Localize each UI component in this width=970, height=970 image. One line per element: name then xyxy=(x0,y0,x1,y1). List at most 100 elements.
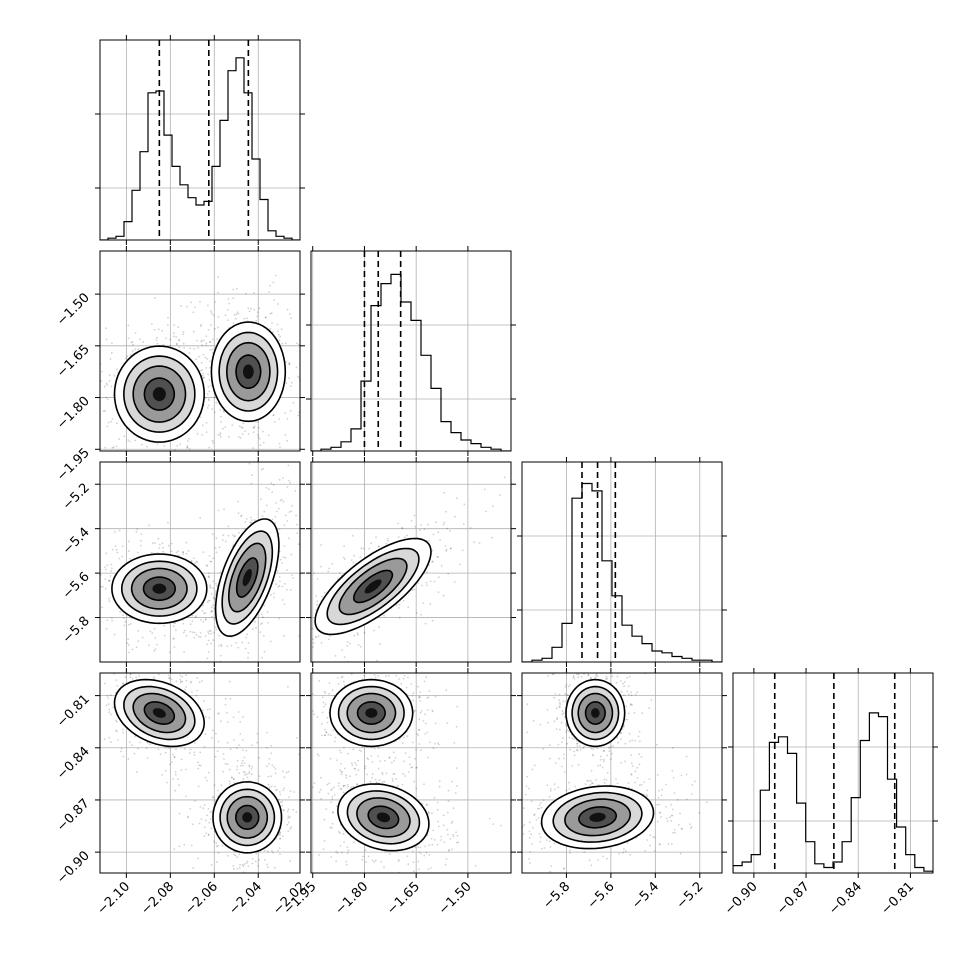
scatter-point xyxy=(532,719,535,722)
scatter-point xyxy=(336,852,339,854)
scatter-point xyxy=(346,784,349,786)
scatter-point xyxy=(190,844,193,847)
scatter-point xyxy=(343,656,346,658)
contour-line xyxy=(326,547,420,626)
scatter-point xyxy=(244,521,247,523)
scatter-point xyxy=(230,644,233,647)
scatter-point xyxy=(96,669,98,671)
scatter-point xyxy=(108,736,111,739)
scatter-point xyxy=(211,533,214,535)
joint-panel-1-3 xyxy=(290,657,516,878)
scatter-point xyxy=(308,621,310,623)
scatter-point xyxy=(320,797,322,800)
scatter-point xyxy=(304,363,306,365)
scatter-point xyxy=(446,527,449,530)
scatter-point xyxy=(413,514,416,517)
scatter-point xyxy=(565,683,568,686)
scatter-point xyxy=(228,435,230,438)
scatter-point xyxy=(227,534,230,537)
scatter-point xyxy=(323,734,326,737)
scatter-point xyxy=(216,881,218,883)
scatter-point xyxy=(287,808,290,811)
scatter-point xyxy=(215,628,218,631)
scatter-point xyxy=(377,747,380,749)
scatter-point xyxy=(265,504,268,507)
scatter-point xyxy=(131,744,133,746)
scatter-point xyxy=(211,615,213,618)
scatter-point xyxy=(120,750,122,753)
scatter-point xyxy=(372,657,374,659)
scatter-point xyxy=(417,685,419,688)
scatter-point xyxy=(526,731,528,734)
scatter-point xyxy=(121,682,124,685)
scatter-point xyxy=(94,716,96,718)
scatter-point xyxy=(398,859,400,861)
scatter-point xyxy=(266,863,268,866)
scatter-point xyxy=(92,591,94,593)
scatter-point xyxy=(131,340,134,343)
scatter-point xyxy=(332,729,334,731)
scatter-point xyxy=(122,728,124,731)
scatter-point xyxy=(562,712,565,715)
scatter-point xyxy=(316,753,319,756)
scatter-point xyxy=(610,758,612,761)
scatter-point xyxy=(333,378,335,380)
scatter-point xyxy=(629,704,632,706)
scatter-point xyxy=(214,592,217,594)
scatter-point xyxy=(179,681,182,684)
scatter-point xyxy=(304,686,306,688)
scatter-point xyxy=(289,860,292,863)
scatter-point xyxy=(338,830,340,833)
scatter-point xyxy=(284,556,287,559)
scatter-point xyxy=(445,548,448,551)
scatter-point xyxy=(106,619,109,621)
scatter-point xyxy=(290,774,292,776)
scatter-point xyxy=(121,555,124,558)
scatter-point xyxy=(283,524,286,526)
scatter-point xyxy=(431,843,434,846)
scatter-point xyxy=(175,629,177,632)
scatter-point xyxy=(240,515,242,518)
scatter-point xyxy=(576,742,579,745)
scatter-point xyxy=(86,588,88,590)
scatter-point xyxy=(285,771,288,774)
scatter-point xyxy=(425,804,428,806)
scatter-point xyxy=(239,733,242,735)
scatter-point xyxy=(110,420,112,423)
scatter-point xyxy=(250,307,252,310)
scatter-point xyxy=(281,835,284,837)
scatter-point xyxy=(445,858,448,860)
scatter-point xyxy=(130,653,132,655)
scatter-point xyxy=(388,853,391,855)
scatter-point xyxy=(385,675,387,678)
scatter-point xyxy=(201,609,204,612)
scatter-point xyxy=(271,518,274,521)
scatter-point xyxy=(418,696,420,699)
scatter-point xyxy=(285,382,288,385)
scatter-point xyxy=(272,851,274,854)
scatter-point xyxy=(301,342,303,344)
scatter-point xyxy=(208,341,211,343)
scatter-point xyxy=(588,859,591,862)
scatter-point xyxy=(106,695,109,697)
scatter-point xyxy=(377,767,380,770)
scatter-point xyxy=(232,322,235,324)
scatter-point xyxy=(108,597,110,600)
scatter-point xyxy=(580,675,583,678)
scatter-point xyxy=(233,314,236,316)
scatter-point xyxy=(216,861,218,863)
scatter-point xyxy=(287,489,289,491)
scatter-point xyxy=(202,807,205,810)
scatter-point xyxy=(300,666,302,668)
scatter-point xyxy=(81,655,83,657)
scatter-point xyxy=(235,317,237,320)
scatter-point xyxy=(383,780,386,783)
scatter-point xyxy=(237,500,239,503)
scatter-point xyxy=(576,749,578,751)
scatter-point xyxy=(208,575,211,577)
scatter-point xyxy=(284,442,286,444)
scatter-point xyxy=(538,807,540,810)
scatter-point xyxy=(114,545,117,548)
scatter-point xyxy=(202,621,205,623)
scatter-point xyxy=(309,626,311,628)
